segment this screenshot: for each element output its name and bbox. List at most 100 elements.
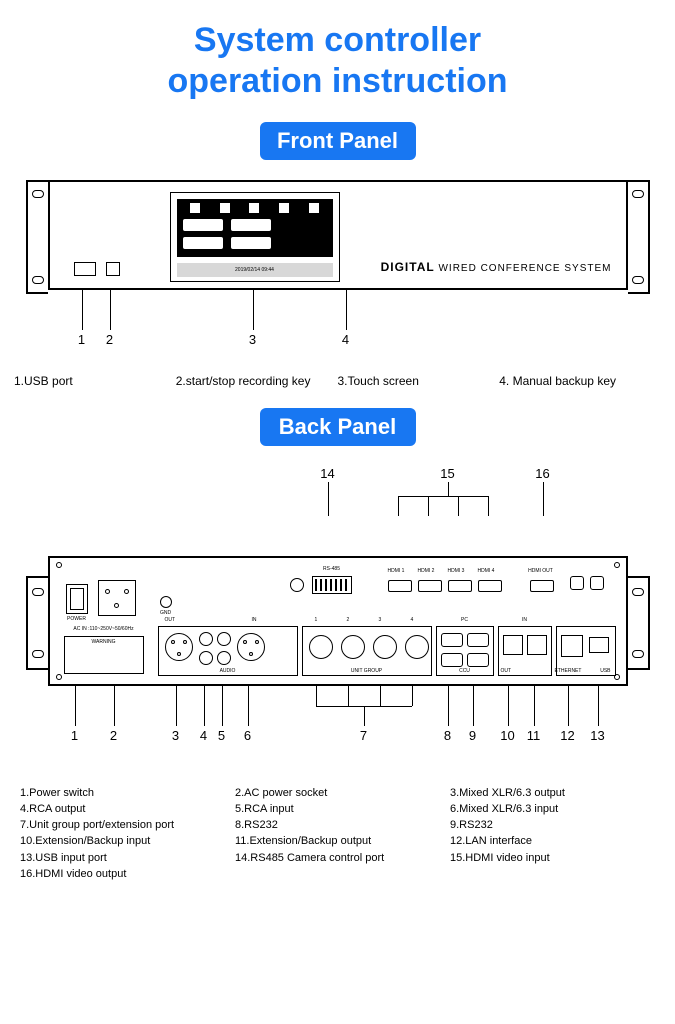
- callout-number: 6: [244, 728, 251, 743]
- din-port-icon: [373, 635, 397, 659]
- hdmi-icon: [478, 580, 502, 592]
- legend-item: 12.LAN interface: [450, 834, 655, 848]
- din-port-icon: [341, 635, 365, 659]
- callout-line: [328, 482, 329, 516]
- ac-socket-icon: [98, 580, 136, 616]
- port-label: OUT: [165, 617, 176, 623]
- audio-group: AUDIO OUT IN: [158, 626, 298, 676]
- rca-icon: [199, 632, 213, 646]
- front-panel-badge: Front Panel: [260, 122, 416, 160]
- screen-pill: [231, 219, 271, 231]
- callout-number: 12: [560, 728, 574, 743]
- db9-icon: [441, 633, 463, 647]
- callout-line: [348, 686, 349, 706]
- hdmi-icon: [388, 580, 412, 592]
- brand-logo: DIGITAL WIRED CONFERENCE SYSTEM: [381, 260, 612, 274]
- hdmi-icon: [418, 580, 442, 592]
- rca-icon: [217, 632, 231, 646]
- mounting-hole-icon: [632, 190, 644, 198]
- port-label: CCU: [437, 668, 493, 674]
- xlr-out-icon: [165, 633, 193, 661]
- screen-top-icon: [279, 203, 289, 213]
- screen-top-icon: [249, 203, 259, 213]
- port-label: UNIT GROUP: [303, 668, 431, 674]
- reset-icon: [290, 578, 304, 592]
- callout-line: [448, 686, 449, 726]
- screen-content: [177, 199, 333, 257]
- rca-icon: [199, 651, 213, 665]
- callout-line: [316, 686, 317, 706]
- callout-number: 2: [110, 728, 117, 743]
- legend-item: 1.USB port: [14, 374, 176, 388]
- callout-number: 4: [342, 332, 349, 347]
- legend-item: 1.Power switch: [20, 786, 225, 800]
- legend-item: 14.RS485 Camera control port: [235, 851, 440, 865]
- port-label: POWER: [64, 616, 90, 622]
- aux-port-icon: [570, 576, 584, 590]
- page-title: System controller operation instruction: [10, 20, 665, 102]
- screen-pill: [183, 237, 223, 249]
- legend-item: 2.AC power socket: [235, 786, 440, 800]
- callout-line: [428, 496, 429, 516]
- usb-port-icon: [74, 262, 96, 276]
- din-port-icon: [309, 635, 333, 659]
- warning-plate-icon: WARNING: [64, 636, 144, 674]
- legend-item: 9.RS232: [450, 818, 655, 832]
- hdmi-out-icon: [530, 580, 554, 592]
- legend-item: 8.RS232: [235, 818, 440, 832]
- callout-line: [508, 686, 509, 726]
- legend-item: 3.Touch screen: [338, 374, 500, 388]
- callout-line: [364, 706, 365, 726]
- front-callouts: 1 2 3 4: [48, 290, 628, 350]
- callout-line: [253, 290, 254, 330]
- callout-line: [598, 686, 599, 726]
- mounting-hole-icon: [632, 588, 644, 596]
- callout-number: 13: [590, 728, 604, 743]
- port-label: HDMI 3: [448, 568, 465, 574]
- callout-line: [114, 686, 115, 726]
- rack-ear-right: [628, 576, 650, 670]
- db9-icon: [467, 653, 489, 667]
- port-label: OUT: [501, 668, 512, 674]
- callout-number: 2: [106, 332, 113, 347]
- mounting-hole-icon: [32, 190, 44, 198]
- port-label: RS-485: [312, 566, 352, 572]
- callout-number: 11: [527, 728, 541, 743]
- callout-line: [204, 686, 205, 726]
- rs485-block-icon: [312, 576, 352, 594]
- logo-bold: DIGITAL: [381, 260, 435, 274]
- rj45-icon: [503, 635, 523, 655]
- port-label: USB: [600, 668, 610, 674]
- power-switch-icon: [66, 584, 88, 614]
- back-panel-diagram: POWER AC IN :110~250V~50/60Hz WARNING GN…: [48, 556, 628, 686]
- aux-port-icon: [590, 576, 604, 590]
- port-label: HDMI 2: [418, 568, 435, 574]
- front-legend: 1.USB port 2.start/stop recording key 3.…: [14, 374, 661, 388]
- port-label: HDMI 4: [478, 568, 495, 574]
- rj45-icon: [527, 635, 547, 655]
- screen-pill: [231, 237, 271, 249]
- logo-rest: WIRED CONFERENCE SYSTEM: [435, 263, 612, 274]
- xlr-in-icon: [237, 633, 265, 661]
- callout-number: 3: [172, 728, 179, 743]
- callout-line: [568, 686, 569, 726]
- db9-icon: [441, 653, 463, 667]
- screw-icon: [56, 674, 62, 680]
- usb-b-icon: [589, 637, 609, 653]
- screen-top-icon: [190, 203, 200, 213]
- callout-line: [473, 686, 474, 726]
- port-label: 1: [315, 617, 318, 623]
- port-label: IN: [252, 617, 257, 623]
- callout-number: 4: [200, 728, 207, 743]
- warning-label: WARNING: [65, 639, 143, 645]
- legend-item: 11.Extension/Backup output: [235, 834, 440, 848]
- legend-item: 4. Manual backup key: [499, 374, 661, 388]
- rack-ear-left: [26, 180, 48, 294]
- callout-line: [458, 496, 459, 516]
- back-callouts-bottom: 1 2 3 4 5 6 7 8 9 10 11 12 13: [48, 686, 628, 756]
- legend-item: 2.start/stop recording key: [176, 374, 338, 388]
- title-line1: System controller: [194, 21, 481, 59]
- port-label: ETHERNET: [555, 668, 582, 674]
- legend-item: 6.Mixed XLR/6.3 input: [450, 802, 655, 816]
- callout-line: [448, 482, 449, 496]
